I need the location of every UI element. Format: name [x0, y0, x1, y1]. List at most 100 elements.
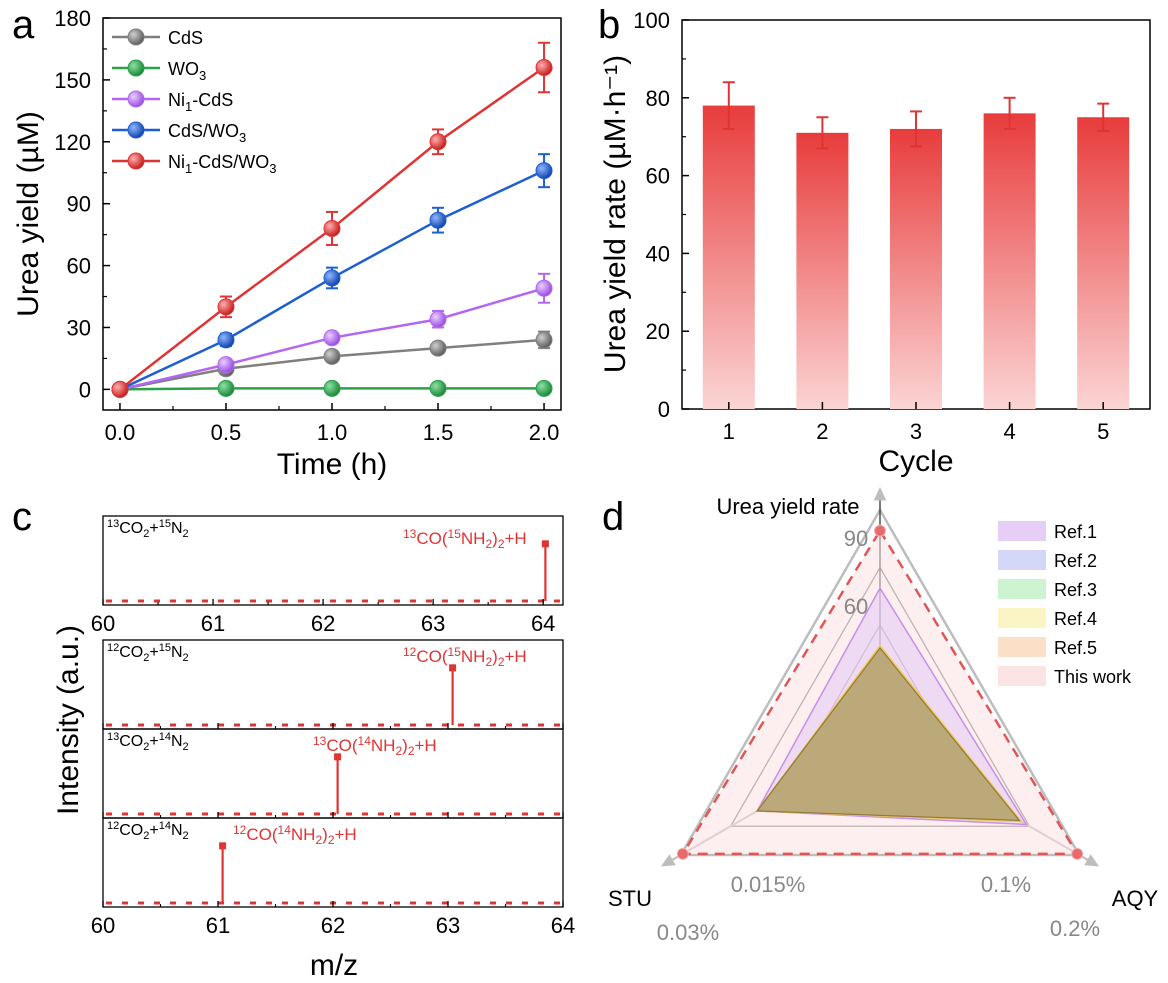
panel-a-data-point [535, 379, 553, 397]
panel-a-data-point [429, 211, 447, 229]
legend-label-WO3: WO3 [168, 59, 206, 83]
panel-c-condition-label: 13CO2+14N2 [107, 731, 189, 753]
panel-d-axis-tick-label: 60 [844, 594, 868, 619]
panel-a-data-point [323, 379, 341, 397]
panel-a-ytick-label: 180 [54, 6, 91, 31]
panel-b-bar-cycle-1 [702, 105, 755, 409]
panel-c-peak-marker [334, 753, 342, 761]
panel-b-bar-cycle-2 [796, 132, 849, 409]
panel-c-peak-marker [219, 842, 227, 850]
panel-a-data-point [429, 133, 447, 151]
panel-a-series-WO3 [111, 379, 553, 398]
panel-b-xtick-label: 1 [723, 419, 735, 444]
legend-swatch-Ref.3 [998, 579, 1046, 599]
panel-b-ytick-label: 0 [658, 397, 670, 422]
panel-c-product-label: 13CO(14NH2)2+H [313, 734, 437, 758]
panel-b-ytick-label: 40 [646, 241, 670, 266]
panel-c-xtick-label: 63 [421, 611, 445, 636]
panel-c-product-label: 12CO(15NH2)2+H [403, 645, 527, 669]
panel-a-data-point [535, 331, 553, 349]
panel-c-xtick-label: 64 [531, 611, 555, 636]
panel-c-xlabel: m/z [310, 949, 358, 982]
panel-c-xtick-label: 61 [206, 913, 230, 938]
panel-b-xtick-label: 4 [1003, 419, 1015, 444]
panel-d-grid-ring [678, 507, 1082, 857]
legend-swatch-Ref.1 [998, 521, 1046, 541]
panel-a-xtick-label: 0.5 [211, 420, 242, 445]
panel-c-subplot-13CO2+14N2: 13CO2+14N2 13CO(14NH2)2+H [102, 728, 564, 819]
panel-c-xtick-label: 60 [91, 611, 115, 636]
panel-c-peak-marker [449, 664, 457, 672]
panel-c-ms-spectra: m/z Intensity (a.u.) 13CO2+15N2 13CO(15NH… [52, 515, 575, 982]
panel-a-ytick-label: 150 [54, 68, 91, 93]
panel-label-d: d [602, 495, 624, 539]
panel-b-xtick-label: 3 [910, 419, 922, 444]
panel-c-condition-label: 12CO2+14N2 [107, 820, 189, 842]
legend-label-Ref.1: Ref.1 [1054, 522, 1097, 542]
panel-a-data-point [323, 329, 341, 347]
legend-swatch-Ref.2 [998, 550, 1046, 570]
panel-d-axis-name-urea: Urea yield rate [716, 494, 859, 519]
panel-c-xtick-label: 61 [201, 611, 225, 636]
panel-a-ylabel: Urea yield (µM) [12, 111, 45, 317]
panel-c-xtick-label: 62 [321, 913, 345, 938]
panel-c-condition-label: 13CO2+15N2 [107, 518, 189, 540]
panel-c-xtick-label: 63 [436, 913, 460, 938]
panel-a-data-point [217, 379, 235, 397]
panel-a-data-point [217, 298, 235, 316]
panel-b-xtick-label: 5 [1097, 419, 1109, 444]
panel-b-ylabel: Urea yield rate (µM·h⁻¹) [599, 55, 632, 373]
panel-d-axis-arrow [660, 854, 676, 867]
panel-a-xtick-label: 1.5 [423, 420, 454, 445]
panel-d-this-work-point [676, 847, 689, 860]
panel-d-axis-tick-label: 0.2% [1050, 916, 1100, 941]
panel-a-data-point [323, 269, 341, 287]
panel-c-product-label: 12CO(14NH2)2+H [233, 823, 357, 847]
panel-d-legend: Ref.1 Ref.2 Ref.3 Ref.4 Ref.5 This work [998, 521, 1132, 687]
panel-d-overlap-region [756, 647, 1021, 822]
panel-label-a: a [12, 3, 35, 47]
panel-d-axis-tick-label: 0.03% [657, 920, 719, 945]
panel-a-data-point [217, 356, 235, 374]
panel-a-ytick-label: 90 [67, 192, 91, 217]
panel-c-xtick-label: 62 [311, 611, 335, 636]
panel-b-bar-cycle-3 [890, 128, 942, 410]
panel-a-data-point [323, 219, 341, 237]
panel-d-axis-tick-label: 0.1% [981, 872, 1031, 897]
legend-label-Ni1-CdS: Ni1-CdS [168, 90, 233, 114]
panel-c-subplot-frame [102, 515, 564, 606]
panel-d-axis-arrow [1084, 854, 1100, 867]
panel-a-ytick-label: 0 [79, 377, 91, 402]
panel-b-xtick-label: 2 [816, 419, 828, 444]
legend-label-Ref.3: Ref.3 [1054, 580, 1097, 600]
panel-a-xlabel: Time (h) [277, 448, 388, 481]
legend-label-Ref.4: Ref.4 [1054, 609, 1097, 629]
panel-b-bar-cycle-5 [1077, 117, 1130, 409]
legend-swatch-Ref.5 [998, 637, 1046, 657]
panel-c-subplot-13CO2+15N2: 13CO2+15N2 13CO(15NH2)2+H 60 61 62 63 64 [91, 515, 564, 636]
panel-c-xtick-label: 60 [91, 913, 115, 938]
panel-a-data-point [217, 331, 235, 349]
legend-marker [127, 28, 145, 46]
panel-d-radar-chart: Urea yield rate AQY STU 90 60 0.2% 0.1% 0.03% 0.… [608, 487, 1159, 945]
panel-b-bar-cycle-4 [983, 113, 1036, 410]
panel-d-this-work-point [874, 524, 886, 537]
panel-a-line-chart: Time (h) Urea yield (µM) 0.0 0.5 1.0 1.5 2.0… [12, 6, 562, 481]
legend-label-CdS: CdS [168, 28, 203, 48]
legend-swatch-This work [998, 666, 1046, 686]
panel-d-axis-name-stu: STU [608, 886, 652, 911]
panel-a-data-point [111, 380, 129, 398]
panel-a-legend: CdS WO3 Ni1-CdS CdS/WO3 Ni1-CdS/WO3 [112, 28, 276, 176]
panel-a-xtick-label: 2.0 [529, 420, 560, 445]
panel-c-subplot-12CO2+14N2: 12CO2+14N2 12CO(14NH2)2+H 60 61 62 63 64 [91, 817, 575, 938]
panel-a-data-point [323, 347, 341, 365]
legend-marker [127, 152, 145, 170]
panel-label-b: b [598, 3, 620, 47]
legend-label-Ref.5: Ref.5 [1054, 638, 1097, 658]
legend-label-Ni1-CdS/WO3: Ni1-CdS/WO3 [168, 152, 276, 176]
legend-marker [127, 121, 145, 139]
panel-c-subplot-12CO2+15N2: 12CO2+15N2 12CO(15NH2)2+H [102, 639, 564, 730]
panel-a-series-CdS/WO3 [111, 153, 553, 398]
panel-a-data-point [535, 59, 553, 77]
